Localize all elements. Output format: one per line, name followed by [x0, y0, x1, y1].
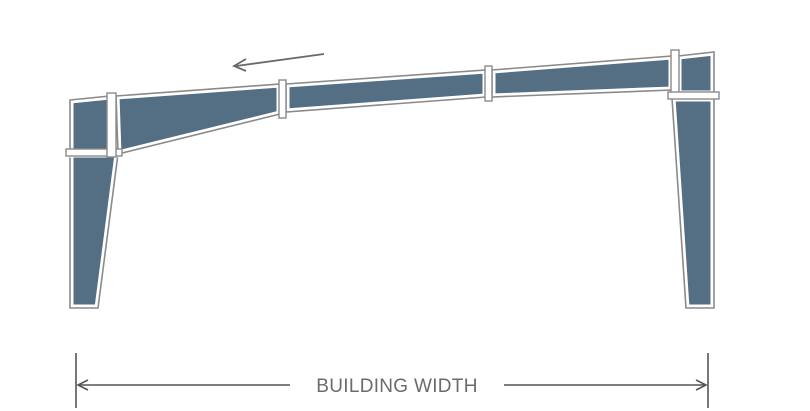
slope-arrow-head [231, 58, 247, 72]
dimension-arrowhead-left [76, 379, 89, 391]
slope-arrow [231, 53, 325, 72]
rafter-splice-plate-1 [278, 79, 287, 119]
left-rafter-segment [66, 92, 114, 158]
building-width-label: BUILDING WIDTH [316, 376, 477, 397]
left-column-cap-plate [65, 148, 123, 157]
slope-arrow-shaft [235, 53, 325, 67]
right-knee [674, 48, 718, 98]
right-knee-splice-plate [670, 49, 680, 99]
left-column [66, 150, 122, 312]
splice-plates [65, 49, 720, 158]
left-knee-splice-plate [106, 92, 117, 158]
right-column-cap-plate [667, 91, 720, 100]
dimension-arrowhead-right [695, 379, 708, 391]
rafter-splice-plate-2 [484, 65, 493, 102]
dimension-line [75, 353, 709, 408]
